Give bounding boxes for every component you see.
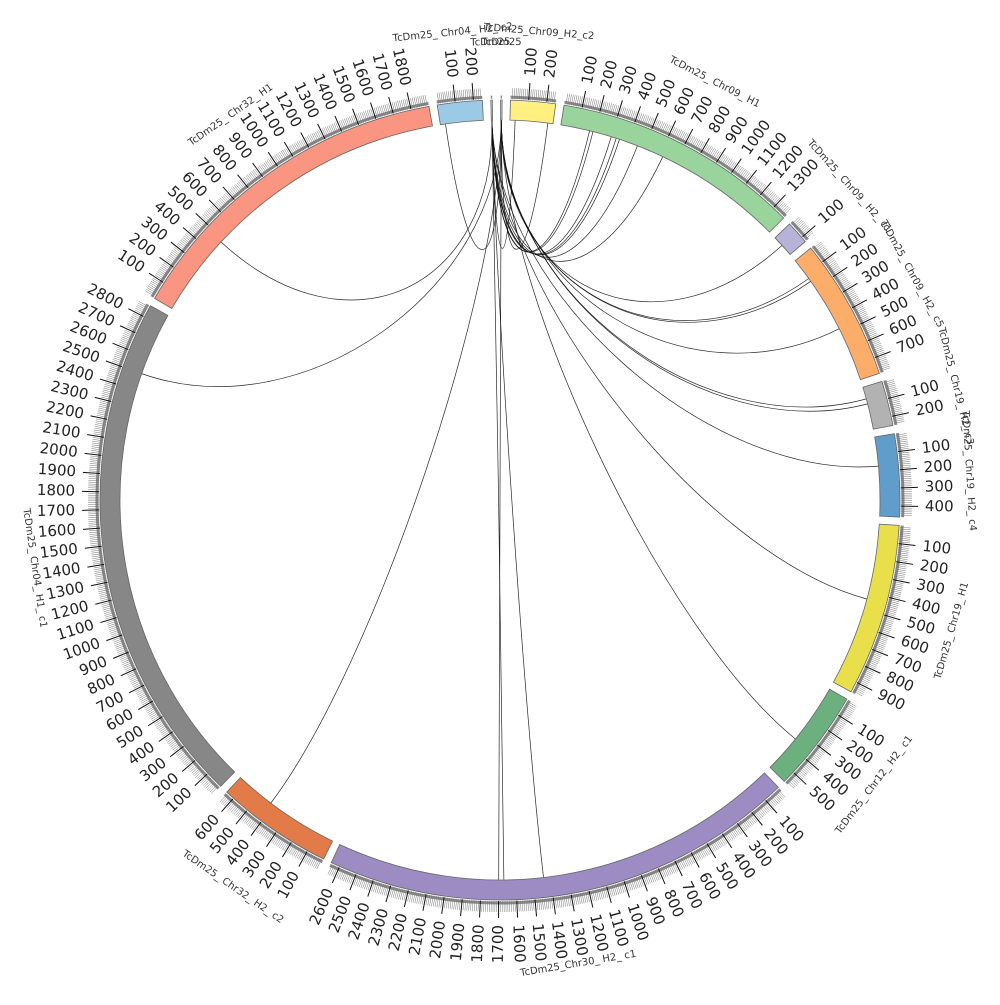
major-tick — [843, 283, 858, 292]
segment-tcdm25-chr30-h2-c1: 1002003004005006007008009001000110012001… — [306, 773, 808, 979]
tick-label: 300 — [925, 477, 954, 496]
segment-tcdm25-chr04-h1-c1: 1002003004005006007008009001000110012001… — [20, 280, 235, 817]
major-tick — [128, 309, 143, 317]
tick-label: 100 — [814, 195, 847, 227]
major-tick — [282, 842, 291, 857]
major-tick — [691, 853, 699, 868]
major-tick — [766, 800, 777, 813]
major-tick — [803, 226, 816, 237]
tick-label: 2000 — [426, 920, 449, 960]
tick-label: 200 — [461, 47, 481, 77]
major-tick — [794, 773, 806, 785]
tick-label: 2000 — [39, 439, 79, 461]
segment-tcdm25-chr32-h1: 1002003004005006007008009001000110012001… — [114, 46, 432, 308]
major-tick — [318, 124, 325, 139]
major-tick — [284, 142, 293, 157]
major-tick — [121, 669, 136, 676]
tick-label: 100 — [521, 47, 541, 77]
tick-label: 1800 — [37, 481, 76, 500]
major-tick — [865, 666, 880, 673]
tick-label: 100 — [921, 436, 952, 457]
link-14 — [492, 120, 867, 599]
major-tick — [517, 901, 518, 918]
tick-label: 1700 — [37, 501, 76, 520]
tick-label: 100 — [922, 537, 952, 558]
major-tick — [182, 760, 195, 771]
tick-label: 100 — [441, 48, 462, 78]
tick-label: 1600 — [37, 520, 76, 541]
tick-label: 1500 — [529, 923, 550, 963]
major-tick — [183, 227, 196, 238]
major-tick — [707, 843, 716, 858]
tick-label: 1600 — [509, 924, 529, 963]
link-19 — [271, 120, 501, 803]
major-tick — [806, 759, 819, 770]
major-tick — [901, 487, 918, 488]
major-tick — [209, 200, 221, 212]
segment-band — [491, 100, 493, 120]
major-tick — [129, 685, 144, 693]
link-22 — [501, 120, 548, 249]
major-tick — [685, 129, 693, 144]
segment-label: TcDm25_ Chr09_ H2_ c1 — [804, 137, 893, 235]
tick-label: 200 — [919, 556, 950, 578]
major-tick — [223, 187, 234, 200]
segment-band — [875, 434, 900, 517]
major-tick — [221, 799, 232, 812]
tick-label: 1700 — [489, 925, 507, 963]
segment-band — [510, 100, 556, 124]
links-layer — [142, 120, 879, 880]
major-tick — [120, 326, 135, 333]
link-21 — [492, 120, 515, 248]
major-tick — [860, 317, 875, 324]
segment-band — [501, 100, 502, 120]
major-tick — [701, 138, 710, 153]
tick-label: 1400 — [548, 920, 571, 960]
major-tick — [195, 774, 207, 786]
segment-tcdm25-chr09-h1: 1002003004005006007008009001000110012001… — [561, 54, 823, 232]
tick-label: 400 — [925, 497, 954, 515]
major-tick — [675, 861, 682, 876]
major-tick — [332, 867, 339, 883]
tick-label: 200 — [923, 456, 953, 476]
link-18 — [499, 120, 502, 880]
tick-label: 200 — [914, 396, 946, 420]
segment-band — [437, 100, 483, 124]
major-tick — [774, 195, 786, 207]
tick-label: 200 — [540, 48, 561, 79]
segment-label: TcDm25 — [481, 37, 522, 48]
major-tick — [857, 683, 872, 691]
major-tick — [196, 213, 208, 225]
segment-label: TcDm25_ Chr19_ H2_ c4 — [959, 409, 978, 531]
major-tick — [301, 133, 309, 148]
tick-label: 1900 — [37, 460, 76, 480]
tick-label: 1800 — [468, 924, 488, 963]
major-tick — [852, 300, 867, 308]
major-tick — [299, 852, 307, 867]
tick-label: 2100 — [41, 418, 82, 442]
major-tick — [138, 701, 153, 710]
tick-label: 1900 — [447, 922, 469, 962]
major-tick — [760, 182, 771, 195]
tick-label: 1500 — [39, 540, 79, 562]
major-tick — [668, 121, 675, 136]
